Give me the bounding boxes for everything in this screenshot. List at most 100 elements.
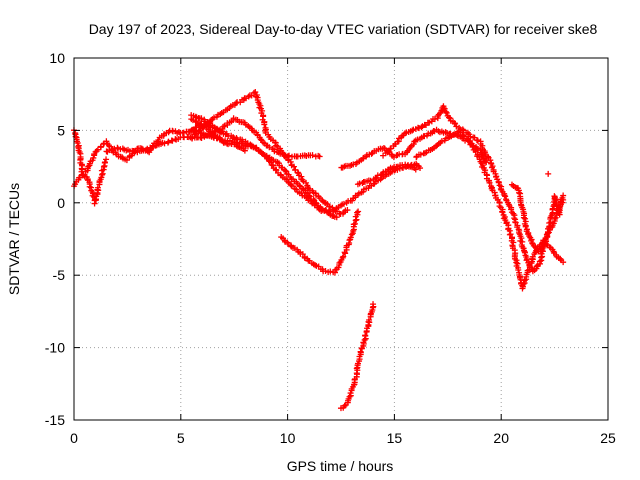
data-point-marker — [242, 142, 249, 149]
data-point-marker — [545, 170, 552, 177]
chart-title: Day 197 of 2023, Sidereal Day-to-day VTE… — [89, 21, 598, 37]
data-point-marker — [520, 281, 527, 288]
data-point-marker — [211, 114, 218, 121]
series-track-n — [551, 192, 567, 218]
data-point-marker — [346, 237, 353, 244]
data-point-marker — [486, 179, 493, 186]
data-point-marker — [282, 167, 289, 174]
data-point-marker — [370, 301, 377, 308]
data-point-marker — [518, 235, 525, 242]
data-point-marker — [412, 166, 419, 173]
data-point-marker — [484, 153, 491, 160]
data-point-marker — [269, 162, 276, 169]
y-tick-label: -15 — [45, 412, 65, 428]
data-point-marker — [344, 207, 351, 214]
data-point-marker — [353, 216, 360, 223]
data-point-marker — [367, 177, 374, 184]
y-tick-label: 5 — [57, 122, 65, 138]
x-tick-label: 15 — [387, 430, 403, 446]
data-point-marker — [220, 130, 227, 137]
data-point-marker — [211, 131, 218, 138]
data-point-marker — [346, 393, 353, 400]
axis-ticks: 0 5 10 15 20 25 -15 -10 -5 0 5 10 — [45, 50, 616, 446]
data-point-marker — [501, 192, 508, 199]
y-tick-label: -10 — [45, 340, 65, 356]
data-point-marker — [551, 215, 558, 222]
data-point-marker — [438, 138, 445, 145]
data-point-marker — [460, 132, 467, 139]
data-point-marker — [368, 150, 375, 157]
data-point-marker — [91, 200, 98, 207]
data-point-marker — [165, 138, 172, 145]
data-point-marker — [305, 192, 312, 199]
data-point-marker — [340, 253, 347, 260]
data-point-marker — [352, 220, 359, 227]
series-track-g — [278, 208, 362, 276]
data-point-marker — [459, 126, 466, 133]
data-point-marker — [86, 183, 93, 190]
x-tick-label: 10 — [280, 430, 296, 446]
series-track-e — [188, 116, 248, 154]
data-point-marker — [487, 157, 494, 164]
data-point-marker — [296, 182, 303, 189]
data-point-marker — [340, 200, 347, 207]
series-track-l — [413, 128, 567, 292]
grid — [74, 58, 608, 420]
data-points — [70, 89, 567, 412]
data-point-marker — [354, 209, 361, 216]
data-point-marker — [261, 121, 268, 128]
data-point-marker — [440, 104, 447, 111]
y-axis-title: SDTVAR / TECUs — [6, 183, 22, 295]
data-point-marker — [511, 215, 518, 222]
data-point-marker — [515, 266, 522, 273]
data-point-marker — [103, 156, 110, 163]
data-point-marker — [287, 158, 294, 165]
data-point-marker — [303, 179, 310, 186]
data-point-marker — [552, 214, 559, 221]
series-track-m — [508, 181, 567, 255]
data-point-marker — [99, 170, 106, 177]
data-point-marker — [533, 263, 540, 270]
data-point-marker — [250, 143, 257, 150]
y-tick-label: 10 — [49, 50, 65, 66]
data-point-marker — [207, 128, 214, 135]
data-point-marker — [221, 123, 228, 130]
data-point-marker — [161, 140, 168, 147]
data-point-marker — [341, 402, 348, 409]
data-point-marker — [357, 348, 364, 355]
data-point-marker — [355, 208, 362, 215]
data-point-marker — [312, 262, 319, 269]
series-track-f — [188, 112, 227, 137]
data-point-marker — [431, 116, 438, 123]
data-point-marker — [443, 109, 450, 116]
data-point-marker — [333, 214, 340, 221]
data-point-marker — [241, 147, 248, 154]
data-point-marker — [188, 126, 195, 133]
series-track-j — [354, 161, 419, 188]
data-point-marker — [230, 134, 237, 141]
data-point-marker — [312, 199, 319, 206]
data-point-marker — [410, 141, 417, 148]
data-point-marker — [102, 159, 109, 166]
data-point-marker — [522, 215, 529, 222]
data-point-marker — [499, 209, 506, 216]
data-point-marker — [495, 179, 502, 186]
plot-frame — [73, 57, 609, 421]
x-tick-label: 25 — [600, 430, 616, 446]
data-point-marker — [347, 234, 354, 241]
series-track-o — [545, 170, 552, 177]
data-point-marker — [327, 268, 334, 275]
data-point-marker — [469, 144, 476, 150]
data-point-marker — [384, 149, 391, 156]
series-track-p — [70, 127, 110, 207]
data-point-marker — [560, 192, 567, 199]
data-point-marker — [442, 108, 449, 115]
data-point-marker — [483, 159, 490, 166]
data-point-marker — [189, 117, 196, 124]
x-axis-title: GPS time / hours — [287, 458, 394, 474]
data-point-marker — [245, 93, 252, 100]
series-track-h — [337, 301, 377, 412]
data-point-marker — [502, 193, 509, 200]
data-point-marker — [336, 259, 343, 266]
